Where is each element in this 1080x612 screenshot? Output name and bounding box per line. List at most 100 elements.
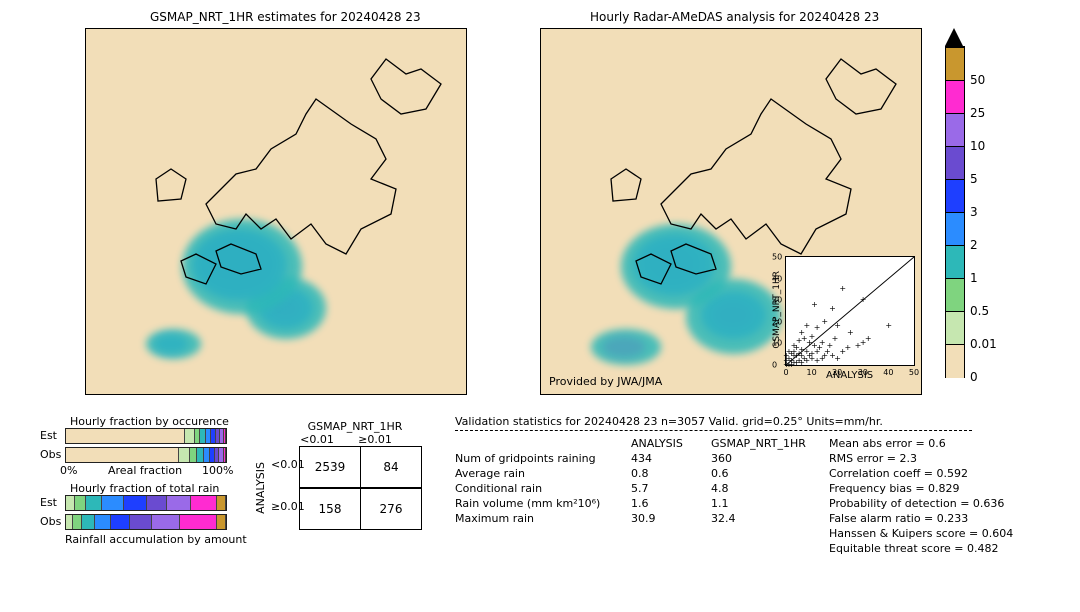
colorbar: 00.010.51235102550: [945, 46, 965, 378]
frac-seg: [86, 496, 102, 510]
scatter-point: +: [834, 322, 841, 330]
stats-val-gsmap: 1.1: [711, 497, 791, 510]
rain-obs-bar: [65, 514, 227, 530]
colorbar-seg: [946, 212, 964, 246]
colorbar-seg: [946, 344, 964, 378]
scatter-point: +: [860, 296, 867, 304]
stats-rule: [455, 430, 972, 431]
colorbar-seg: [946, 80, 964, 114]
stats-val-analysis: 1.6: [631, 497, 711, 510]
frac-seg: [190, 448, 197, 462]
left-map-title: GSMAP_NRT_1HR estimates for 20240428 23: [150, 10, 421, 24]
scatter-point: +: [803, 322, 810, 330]
obs-label-2: Obs: [40, 515, 61, 528]
stats-col-analysis: ANALYSIS: [631, 437, 711, 450]
frac-seg: [66, 496, 75, 510]
precip-blob: [621, 224, 731, 309]
scatter-point: +: [839, 285, 846, 293]
accum-title: Rainfall accumulation by amount: [65, 533, 247, 546]
right-map-title: Hourly Radar-AMeDAS analysis for 2024042…: [590, 10, 879, 24]
colorbar-label: 0.5: [970, 304, 989, 318]
colorbar-label: 10: [970, 139, 985, 153]
frac-seg: [75, 496, 87, 510]
scatter-point: +: [844, 344, 851, 352]
scatter-point: +: [819, 339, 826, 347]
stats-block: Validation statistics for 20240428 23 n=…: [455, 415, 1013, 557]
stats-row: Conditional rain5.74.8: [455, 482, 821, 495]
scatter-point: +: [809, 333, 816, 341]
stats-val-gsmap: 360: [711, 452, 791, 465]
credit-text: Provided by JWA/JMA: [549, 375, 662, 388]
contingency-table: GSMAP_NRT_1HR <0.01 ≥0.01 ANALYSIS <0.01…: [254, 420, 422, 530]
scatter-point: +: [885, 322, 892, 330]
colorbar-seg: [946, 311, 964, 345]
scatter-point: +: [829, 305, 836, 313]
scatter-point: +: [814, 324, 821, 332]
stats-metric: Num of gridpoints raining: [455, 452, 631, 465]
scatter-ytick: 10: [772, 339, 782, 348]
colorbar-label: 0: [970, 370, 978, 384]
stats-score: Frequency bias = 0.829: [829, 482, 1013, 495]
precip-blob: [182, 219, 302, 314]
obs-label-1: Obs: [40, 448, 61, 461]
ctab-cell-00: 2539: [300, 447, 361, 488]
colorbar-seg: [946, 179, 964, 213]
scatter-ytick: 20: [772, 317, 782, 326]
stats-val-analysis: 5.7: [631, 482, 711, 495]
stats-score: Equitable threat score = 0.482: [829, 542, 1013, 555]
scatter-xtick: 10: [807, 368, 817, 377]
scatter-ytick: 30: [772, 296, 782, 305]
frac-seg: [66, 448, 179, 462]
colorbar-label: 2: [970, 238, 978, 252]
stats-metric: Average rain: [455, 467, 631, 480]
frac-seg: [66, 429, 185, 443]
occ-obs-bar: [65, 447, 227, 463]
colorbar-seg: [946, 278, 964, 312]
stats-val-analysis: 30.9: [631, 512, 711, 525]
colorbar-label: 0.01: [970, 337, 997, 351]
stats-metric: Maximum rain: [455, 512, 631, 525]
right-map: Provided by JWA/JMA ++++++++++++++++++++…: [540, 28, 922, 395]
colorbar-over-icon: [945, 28, 963, 46]
stats-score: Hanssen & Kuipers score = 0.604: [829, 527, 1013, 540]
colorbar-label: 5: [970, 172, 978, 186]
scatter-xtick: 30: [858, 368, 868, 377]
scatter-ytick: 50: [772, 253, 782, 262]
frac-seg: [152, 515, 180, 529]
frac-seg: [185, 429, 195, 443]
colorbar-seg: [946, 245, 964, 279]
frac-seg: [66, 515, 73, 529]
scatter-ytick: 0: [772, 361, 777, 370]
areal-100: 100%: [202, 464, 233, 477]
occ-est-bar: [65, 428, 227, 444]
frac-seg: [73, 515, 82, 529]
ctab-cell-10: 158: [300, 489, 361, 530]
left-coast: [86, 29, 466, 394]
scatter-inset: ++++++++++++++++++++++++++++++++++++++++…: [785, 256, 915, 366]
stats-val-analysis: 434: [631, 452, 711, 465]
frac-seg: [179, 448, 191, 462]
scatter-xtick: 0: [783, 368, 788, 377]
frac-seg: [197, 448, 204, 462]
stats-row: Maximum rain30.932.4: [455, 512, 821, 525]
frac-seg: [167, 496, 191, 510]
rain-title: Hourly fraction of total rain: [70, 482, 219, 495]
stats-val-gsmap: 4.8: [711, 482, 791, 495]
est-label-1: Est: [40, 429, 57, 442]
frac-seg: [217, 496, 226, 510]
frac-seg: [102, 496, 124, 510]
areal-0: 0%: [60, 464, 77, 477]
precip-blob: [591, 329, 661, 365]
stats-score: Probability of detection = 0.636: [829, 497, 1013, 510]
scatter-point: +: [811, 301, 818, 309]
scatter-xtick: 50: [909, 368, 919, 377]
stats-metric: Rain volume (mm km²10⁶): [455, 497, 631, 510]
frac-seg: [180, 515, 217, 529]
colorbar-seg: [946, 113, 964, 147]
stats-row: Average rain0.80.6: [455, 467, 821, 480]
colorbar-label: 1: [970, 271, 978, 285]
frac-seg: [217, 515, 226, 529]
ctab-col-title: GSMAP_NRT_1HR: [288, 420, 422, 433]
scatter-point: +: [847, 329, 854, 337]
frac-seg: [124, 496, 146, 510]
